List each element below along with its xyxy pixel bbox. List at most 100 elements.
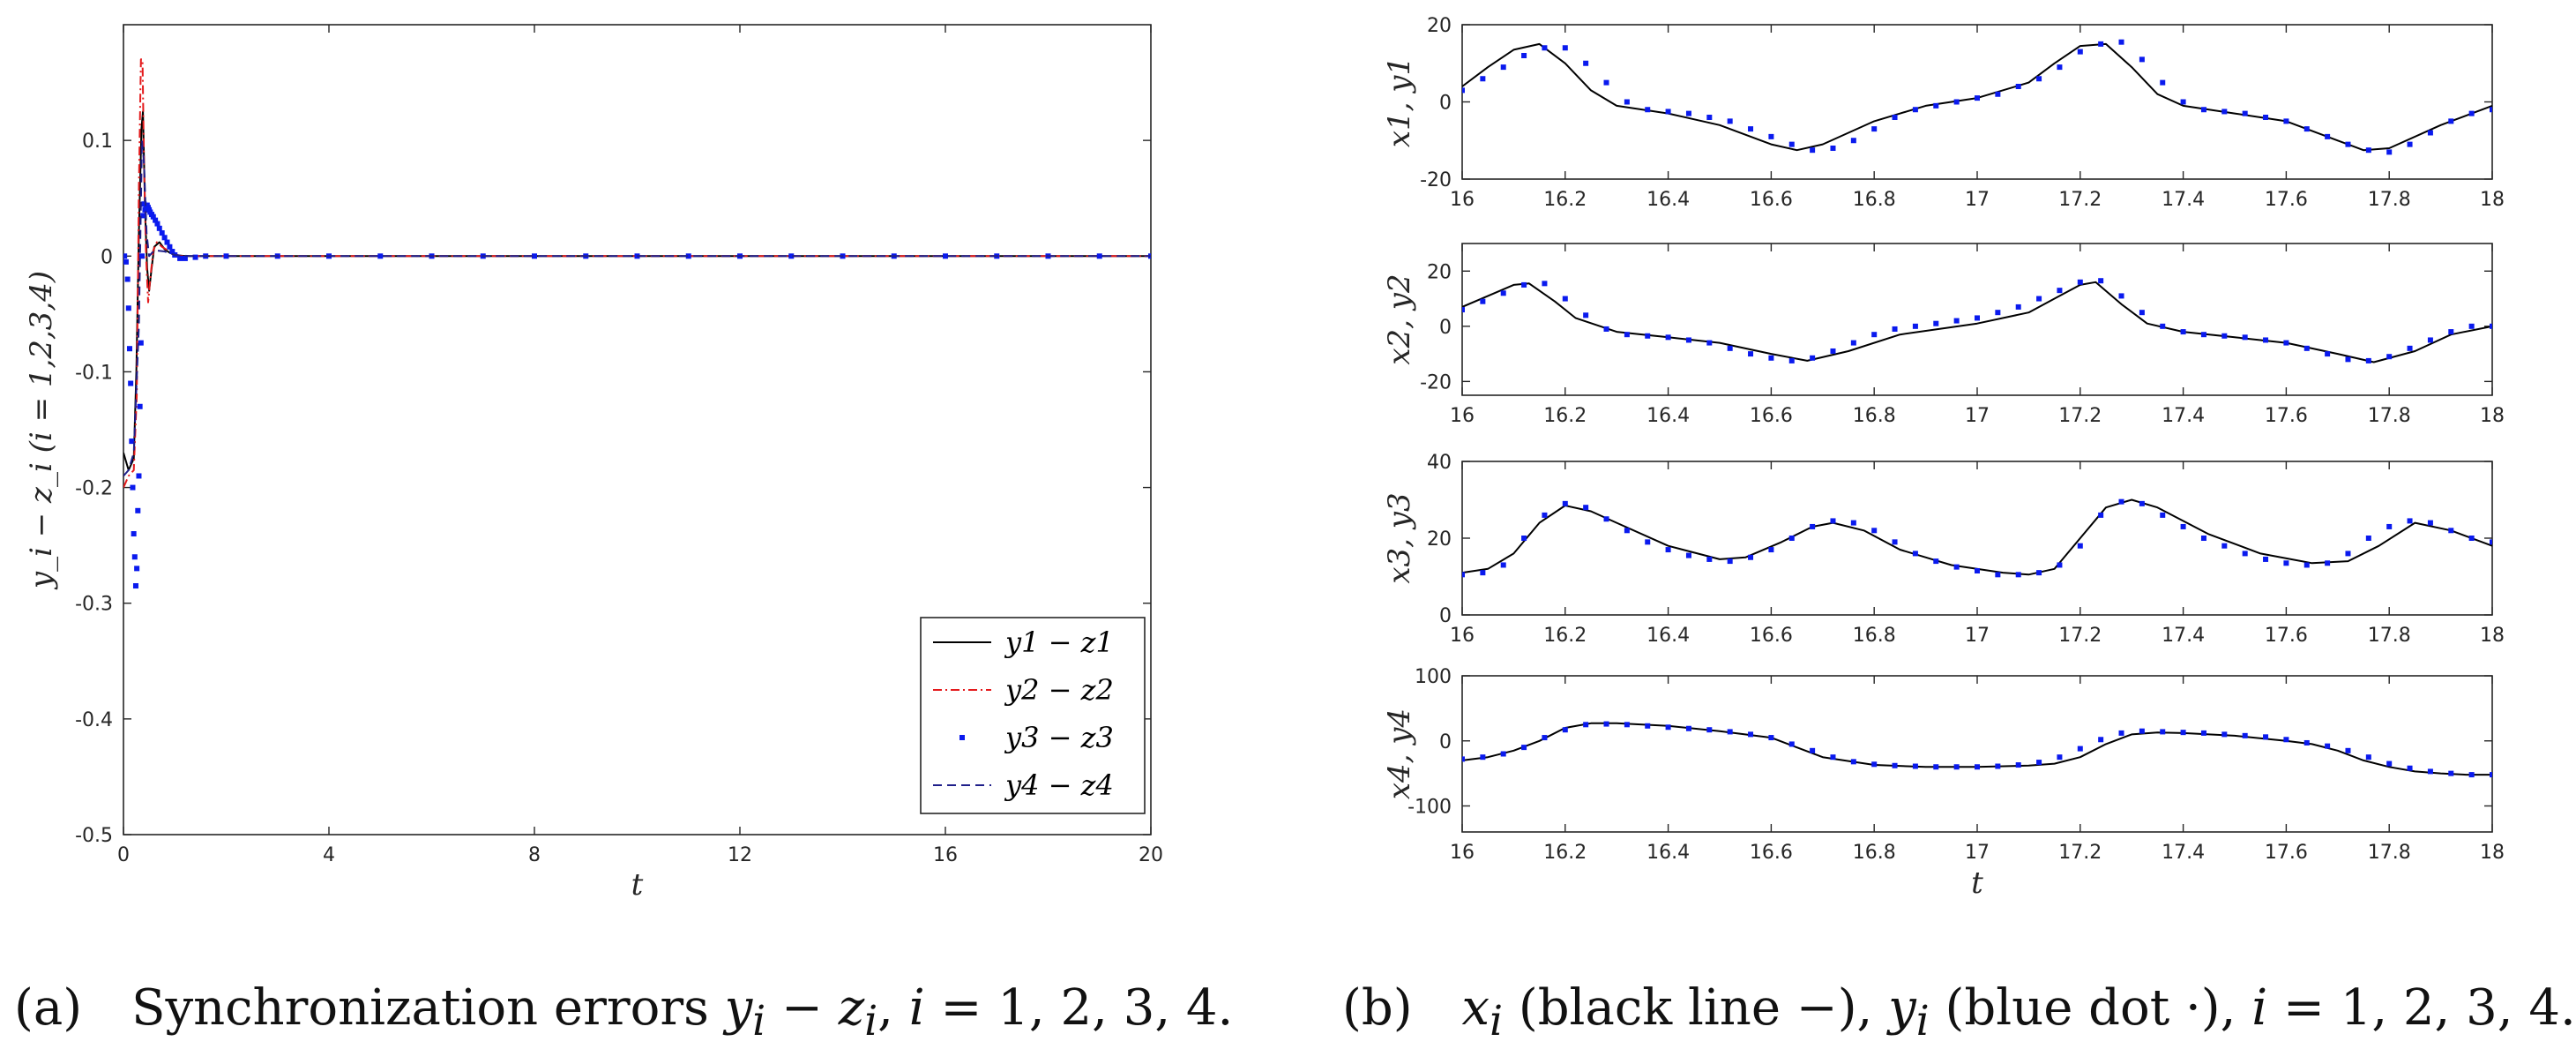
data-point [2036, 760, 2042, 766]
data-point [2160, 323, 2166, 329]
data-point [1975, 764, 1980, 770]
data-point [1685, 552, 1691, 558]
chart-b4: 16 16.2 16.4 16.6 16.8 17 17.2 17.4 17.6 17.8 18 10… [1382, 666, 2505, 901]
data-point [1480, 76, 1486, 82]
data-point [123, 259, 129, 265]
y-tick-label: 0 [1439, 93, 1452, 115]
caption-a: (a) Synchronization errors yi − zi, i = … [14, 979, 1234, 1046]
x-tick-label: 16.6 [1750, 405, 1793, 427]
data-point [150, 214, 156, 220]
data-point [943, 253, 948, 259]
data-point [1603, 79, 1609, 86]
data-point [1810, 747, 1816, 753]
x-tick-label: 17.6 [2265, 405, 2308, 427]
data-point [2448, 528, 2454, 534]
data-point [2448, 770, 2454, 776]
data-point [2407, 518, 2413, 524]
data-point [1850, 340, 1856, 346]
data-point [1583, 60, 1589, 66]
y-axis-label: y_i − z_i (i = 1,2,3,4) [24, 271, 59, 590]
data-point [1830, 518, 1836, 524]
data-point [177, 255, 183, 261]
data-point [1096, 253, 1102, 259]
data-point [1480, 570, 1486, 576]
data-point [1727, 729, 1733, 735]
data-point [2386, 354, 2393, 360]
x-tick-label: 17.2 [2058, 405, 2102, 427]
y-tick-label: -0.3 [75, 594, 113, 616]
data-point [2118, 39, 2124, 45]
data-point [2365, 536, 2371, 541]
data-point [1583, 505, 1589, 511]
data-point [2036, 570, 2042, 576]
y-axis-label: x3, y3 [1382, 492, 1417, 583]
data-point [136, 473, 142, 479]
data-point [2200, 107, 2206, 113]
series-line [1462, 281, 2492, 363]
data-point [2303, 126, 2310, 132]
data-point [1995, 310, 2001, 316]
data-point [2325, 560, 2331, 566]
y-tick-label: -0.4 [75, 709, 113, 731]
data-point [2407, 765, 2413, 771]
data-point [153, 217, 159, 223]
data-point [1748, 731, 1754, 738]
data-point [1665, 547, 1671, 553]
data-point [2490, 772, 2492, 778]
data-point [2057, 64, 2063, 71]
caption-b: (b) xi (black line −), yi (blue dot ·), … [1342, 979, 2576, 1046]
x-tick-label: 16 [1450, 405, 1475, 427]
data-point [2490, 539, 2492, 545]
data-point [1706, 340, 1713, 346]
data-point [1912, 763, 1918, 769]
data-point [2468, 772, 2475, 778]
data-point [2015, 762, 2021, 768]
data-point [2345, 747, 2351, 753]
data-point [2057, 288, 2063, 294]
data-point [2077, 279, 2083, 285]
data-point [1810, 147, 1816, 154]
data-point [2036, 296, 2042, 302]
data-point [1645, 107, 1651, 113]
x-tick-label: 17.8 [2368, 189, 2411, 211]
data-point [2365, 754, 2371, 761]
data-point [532, 253, 537, 259]
data-point [135, 507, 141, 513]
chart-b3: 16 16.2 16.4 16.6 16.8 17 17.2 17.4 17.6 17.8 18 40… [1382, 452, 2505, 647]
data-point [2386, 523, 2393, 529]
data-point [1706, 556, 1713, 562]
data-point [2427, 130, 2433, 136]
data-point [1480, 298, 1486, 304]
data-point [125, 305, 131, 311]
y-tick-label: 20 [1427, 528, 1452, 551]
data-point [1521, 53, 1527, 58]
data-point [2325, 133, 2331, 139]
data-point [2490, 107, 2492, 113]
data-point [1953, 318, 1960, 324]
x-tick-label: 18 [2480, 842, 2505, 864]
x-tick-label: 17.2 [2058, 842, 2102, 864]
legend-box [920, 617, 1146, 814]
x-tick-label: 16 [1450, 625, 1475, 647]
data-point [1933, 320, 1939, 326]
x-tick-label: 17.2 [2058, 189, 2102, 211]
x-tick-label: 17 [1965, 842, 1990, 864]
x-tick-label: 18 [2480, 405, 2505, 427]
x-tick-label: 17 [1965, 405, 1990, 427]
x-tick-label: 16.6 [1750, 189, 1793, 211]
x-tick-label: 17.6 [2265, 842, 2308, 864]
y-tick-label: 20 [1427, 15, 1452, 37]
data-point [2200, 536, 2206, 541]
data-point [1500, 64, 1506, 71]
y-tick-label: 0 [1439, 317, 1452, 339]
data-point [131, 554, 138, 560]
x-tick-label: 17.4 [2162, 842, 2205, 864]
data-point [1830, 146, 1836, 151]
data-point [1912, 551, 1918, 557]
data-point [2015, 572, 2021, 578]
axes-box [1461, 461, 2493, 616]
data-point [124, 276, 131, 282]
data-point [2098, 737, 2104, 743]
data-point [1665, 334, 1671, 341]
x-tick-label: 16.8 [1853, 405, 1896, 427]
